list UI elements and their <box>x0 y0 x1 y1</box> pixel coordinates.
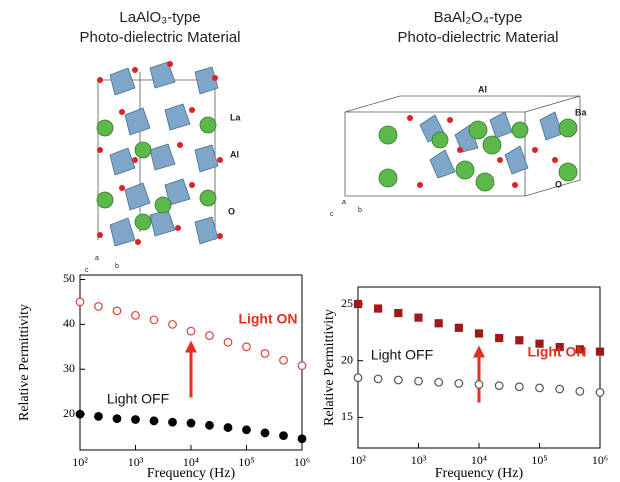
data-point <box>536 384 544 392</box>
y-tick-label: 15 <box>341 409 353 423</box>
series-label: Light ON <box>527 344 586 360</box>
x-axis-label: Frequency (Hz) <box>435 466 524 481</box>
data-point <box>496 335 503 342</box>
data-point <box>187 327 195 335</box>
axis-indicator-label: c <box>85 267 89 274</box>
data-point <box>150 417 158 425</box>
data-point <box>95 303 103 311</box>
data-point <box>261 350 269 358</box>
x-tick-label: 10² <box>72 455 88 469</box>
y-tick-label: 20 <box>341 352 353 366</box>
data-point <box>495 382 503 390</box>
data-point <box>113 415 121 423</box>
data-point <box>76 410 84 418</box>
crystal-structure <box>97 61 223 246</box>
data-point <box>243 343 251 351</box>
x-tick-label: 10⁶ <box>592 453 608 467</box>
panel-subtitle: Photo-dielectric Material <box>398 29 559 46</box>
data-point <box>435 320 442 327</box>
data-point <box>516 383 524 391</box>
figure: LaAlO₃-type Photo-dielectric Material La Al… <box>0 0 620 482</box>
data-point <box>280 432 288 440</box>
data-point <box>435 378 443 386</box>
data-point <box>556 385 564 393</box>
y-tick-label: 20 <box>63 406 75 420</box>
data-point <box>455 380 463 388</box>
x-axis-label: Frequency (Hz) <box>147 466 236 481</box>
panel-title: BaAl₂O₄-type <box>434 9 523 26</box>
data-point <box>261 429 269 437</box>
data-point <box>132 416 140 424</box>
y-axis-label: Relative Permittivity <box>17 304 32 421</box>
data-point <box>150 316 158 324</box>
axis-indicator-label: a <box>342 199 346 206</box>
data-point <box>596 389 604 397</box>
data-point <box>476 330 483 337</box>
data-point <box>169 321 177 329</box>
data-point <box>395 376 403 384</box>
y-tick-label: 40 <box>63 316 75 330</box>
panel-title: LaAlO₃-type <box>119 9 200 26</box>
data-point <box>298 362 306 370</box>
x-tick-label: 10⁵ <box>238 455 254 469</box>
data-point <box>455 324 462 331</box>
atom-label: Al <box>478 84 487 94</box>
axis-indicator-label: a <box>95 255 99 262</box>
crystal-structure <box>345 96 580 196</box>
data-point <box>298 435 306 443</box>
data-point <box>187 419 195 427</box>
data-point <box>395 310 402 317</box>
x-tick-label: 10³ <box>411 453 427 467</box>
atom-label: La <box>230 112 241 122</box>
data-point <box>415 314 422 321</box>
arrow-head <box>185 341 197 353</box>
atom-label: O <box>228 206 235 216</box>
x-tick-label: 10⁵ <box>531 453 547 467</box>
data-point <box>576 388 584 396</box>
data-point <box>374 375 382 383</box>
axis-indicator-label: c <box>330 211 334 218</box>
panel-subtitle: Photo-dielectric Material <box>80 29 241 46</box>
data-point <box>113 307 121 315</box>
series-label: Light ON <box>238 311 297 327</box>
y-tick-label: 50 <box>63 271 75 285</box>
series-label: Light OFF <box>107 391 169 407</box>
x-tick-label: 10² <box>350 453 366 467</box>
x-tick-label: 10⁶ <box>294 455 310 469</box>
data-point <box>132 312 140 320</box>
axis-indicator-label: b <box>115 263 119 270</box>
x-tick-label: 10⁴ <box>471 453 487 467</box>
data-point <box>597 348 604 355</box>
series-label: Light OFF <box>371 347 433 363</box>
data-point <box>355 301 362 308</box>
y-tick-label: 30 <box>63 361 75 375</box>
axis-indicator-label: b <box>358 207 362 214</box>
arrow-head <box>473 346 485 358</box>
data-point <box>169 418 177 426</box>
data-point <box>375 305 382 312</box>
y-axis-label: Relative Permittivity <box>322 309 337 426</box>
atom-label: O <box>555 179 562 189</box>
data-point <box>516 337 523 344</box>
data-point <box>415 377 423 385</box>
data-point <box>243 426 251 434</box>
data-point <box>76 298 84 306</box>
data-point <box>475 381 483 389</box>
data-point <box>224 339 232 347</box>
data-point <box>354 374 362 382</box>
data-point <box>206 332 214 340</box>
data-point <box>280 356 288 364</box>
data-point <box>206 422 214 430</box>
y-tick-label: 25 <box>341 296 353 310</box>
atom-label: Ba <box>575 107 587 117</box>
x-tick-label: 10³ <box>128 455 144 469</box>
data-point <box>95 413 103 421</box>
atom-label: Al <box>230 149 239 159</box>
data-point <box>224 424 232 432</box>
